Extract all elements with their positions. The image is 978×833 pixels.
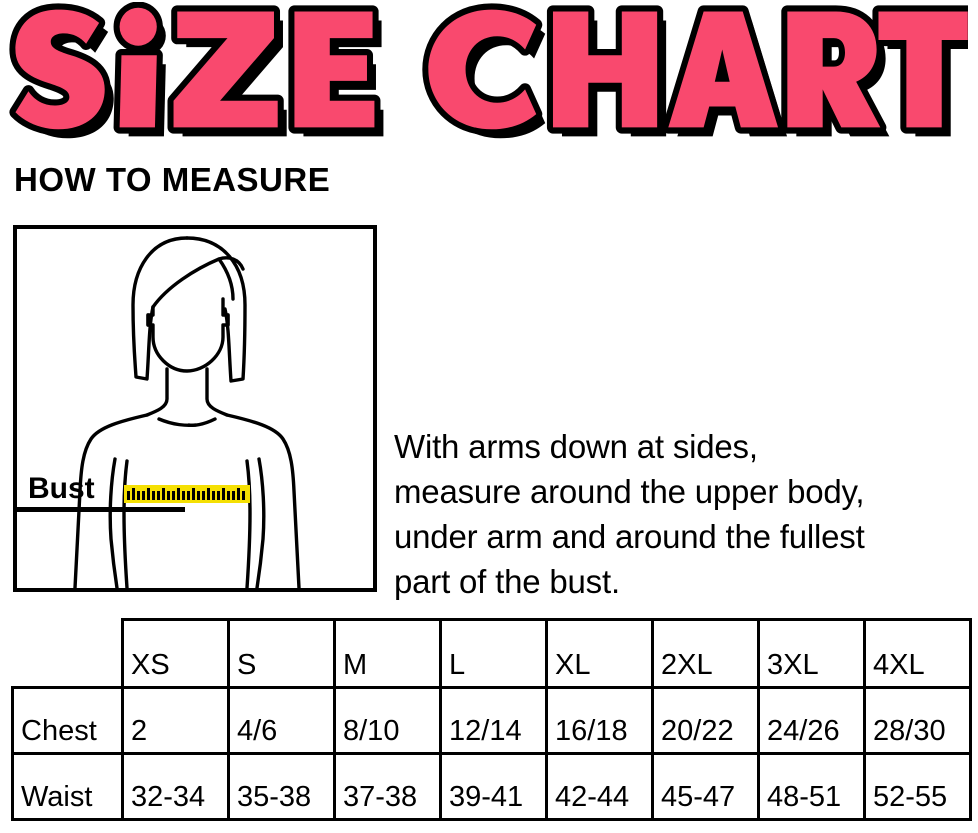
table-row: Chest 2 4/6 8/10 12/14 16/18 20/22 24/26… bbox=[11, 686, 972, 755]
table-row: Waist 32-34 35-38 37-38 39-41 42-44 45-4… bbox=[11, 752, 972, 821]
column-header-4xl: 4XL bbox=[863, 618, 972, 689]
table-header-row: XS S M L XL 2XL 3XL 4XL bbox=[13, 618, 972, 689]
instruction-line-1: With arms down at sides, bbox=[394, 428, 758, 465]
waist-xl: 42-44 bbox=[545, 752, 654, 821]
page-title bbox=[8, 2, 968, 142]
column-header-m: M bbox=[333, 618, 442, 689]
measuring-tape bbox=[124, 485, 250, 503]
chest-xl: 16/18 bbox=[545, 686, 654, 755]
column-header-l: L bbox=[439, 618, 548, 689]
waist-xs: 32-34 bbox=[121, 752, 230, 821]
row-label-waist: Waist bbox=[11, 752, 124, 821]
instruction-line-2: measure around the upper body, bbox=[394, 473, 865, 510]
chest-4xl: 28/30 bbox=[863, 686, 972, 755]
size-chart-table: XS S M L XL 2XL 3XL 4XL Chest 2 4/6 8/10… bbox=[11, 618, 972, 821]
waist-s: 35-38 bbox=[227, 752, 336, 821]
column-header-s: S bbox=[227, 618, 336, 689]
column-header-2xl: 2XL bbox=[651, 618, 760, 689]
waist-l: 39-41 bbox=[439, 752, 548, 821]
instruction-line-4: part of the bust. bbox=[394, 563, 620, 600]
how-to-measure-heading: HOW TO MEASURE bbox=[14, 161, 331, 198]
column-header-xs: XS bbox=[121, 618, 230, 689]
chest-xs: 2 bbox=[121, 686, 230, 755]
waist-2xl: 45-47 bbox=[651, 752, 760, 821]
table-corner-cell bbox=[13, 620, 123, 688]
chest-3xl: 24/26 bbox=[757, 686, 866, 755]
waist-3xl: 48-51 bbox=[757, 752, 866, 821]
column-header-xl: XL bbox=[545, 618, 654, 689]
bust-callout-label: Bust bbox=[28, 472, 95, 505]
column-header-3xl: 3XL bbox=[757, 618, 866, 689]
chest-2xl: 20/22 bbox=[651, 686, 760, 755]
instruction-line-3: under arm and around the fullest bbox=[394, 518, 865, 555]
bust-leader-line bbox=[14, 507, 185, 512]
chest-l: 12/14 bbox=[439, 686, 548, 755]
size-chart-title-art bbox=[8, 2, 968, 139]
measurement-illustration-box bbox=[13, 225, 377, 592]
female-torso-figure bbox=[73, 236, 301, 588]
measure-instructions: With arms down at sides, measure around … bbox=[394, 424, 978, 604]
chest-m: 8/10 bbox=[333, 686, 442, 755]
waist-m: 37-38 bbox=[333, 752, 442, 821]
waist-4xl: 52-55 bbox=[863, 752, 972, 821]
row-label-chest: Chest bbox=[11, 686, 124, 755]
chest-s: 4/6 bbox=[227, 686, 336, 755]
